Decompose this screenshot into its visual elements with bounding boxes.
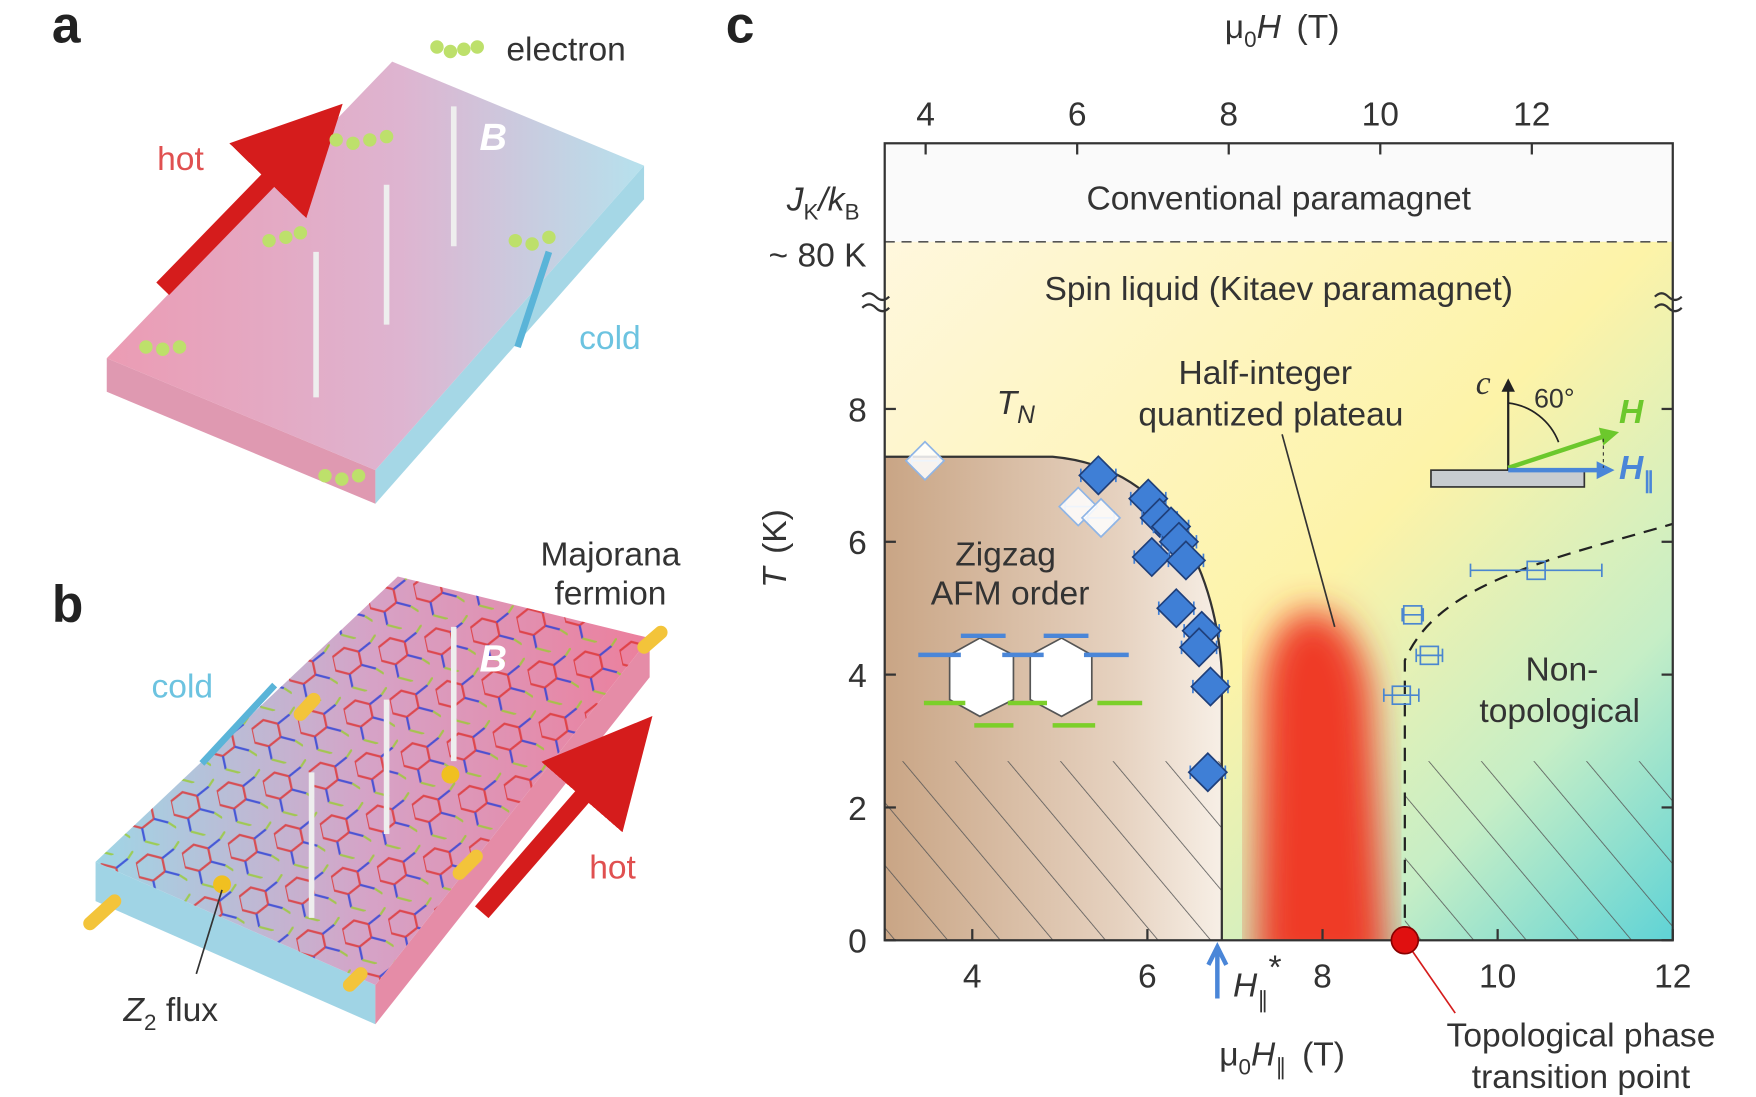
region-label: Spin liquid (Kitaev paramagnet) — [1044, 271, 1512, 308]
transition-label: Topological phase — [1447, 1018, 1716, 1055]
y-axis-label: T (K) — [757, 509, 794, 588]
label-part: J — [786, 181, 805, 218]
y-tick-label: 2 — [848, 791, 867, 828]
region-label: Conventional paramagnet — [1086, 180, 1471, 217]
label-part: B — [845, 199, 860, 224]
critical-field-label: H∥* — [1233, 949, 1282, 1012]
coupling-value: ~ 80 K — [769, 237, 868, 274]
x-tick-label: 4 — [963, 958, 982, 995]
transition-point — [1391, 927, 1418, 954]
label-part: μ — [1225, 9, 1244, 46]
majorana-label: fermion — [554, 575, 666, 612]
label-part: ∥ — [1257, 987, 1268, 1012]
label-part: H — [1251, 1037, 1276, 1074]
data-point — [1392, 686, 1410, 704]
flux-label: Z2 flux — [123, 992, 219, 1035]
label-part: H — [1233, 967, 1258, 1004]
majorana-label: Majorana — [540, 536, 680, 573]
x2-axis-label: μ0H (T) — [1225, 9, 1340, 52]
data-point — [1420, 646, 1438, 664]
panel-label: b — [52, 574, 83, 632]
x-tick-label: 12 — [1654, 958, 1691, 995]
hot-label: hot — [157, 141, 204, 178]
flux-part: flux — [157, 992, 219, 1029]
inset-label: H — [1619, 394, 1644, 431]
x2-tick-label: 6 — [1068, 96, 1087, 133]
transition-label: transition point — [1472, 1059, 1691, 1096]
region-label: quantized plateau — [1138, 396, 1403, 433]
flux-part: Z — [123, 992, 146, 1029]
y-tick-label: 0 — [848, 924, 867, 961]
electron-label: electron — [506, 31, 625, 68]
x2-tick-label: 8 — [1219, 96, 1238, 133]
field-label: B — [479, 639, 506, 681]
hatch-right — [1405, 761, 1673, 940]
x-tick-label: 10 — [1479, 958, 1516, 995]
cold-label: cold — [579, 320, 641, 357]
label-part: * — [1268, 949, 1281, 986]
label-part: 0 — [1244, 27, 1256, 52]
label-part: ∥ — [1275, 1055, 1286, 1080]
label-part: H — [1619, 450, 1644, 487]
x-tick-label: 6 — [1138, 958, 1157, 995]
label-part: ∥ — [1643, 468, 1654, 494]
field-label: B — [479, 117, 506, 159]
label-part: (T) — [1302, 1037, 1345, 1074]
x2-tick-label: 10 — [1362, 96, 1399, 133]
y-tick-label: 8 — [848, 392, 867, 429]
panel-b: b Majorana fermion cold hot B Z2 flux — [52, 536, 681, 1035]
label-part: N — [1017, 402, 1035, 429]
coupling-label: JK/kB — [786, 181, 860, 224]
figure: a electron hot cold B b Majorana fermion… — [0, 0, 1756, 1097]
label-part: H — [1257, 9, 1282, 46]
hatch-left — [885, 761, 1222, 940]
x2-tick-label: 4 — [916, 96, 935, 133]
x-axis-label: μ0H∥ (T) — [1219, 1037, 1345, 1080]
data-point — [1404, 606, 1422, 624]
region-label: Half-integer — [1179, 355, 1353, 392]
y-tick-label: 6 — [848, 525, 867, 562]
region-label: topological — [1479, 693, 1640, 730]
label-part: K — [804, 199, 819, 224]
panel-label: a — [52, 0, 81, 54]
hot-label: hot — [589, 850, 636, 887]
data-point — [1527, 561, 1545, 579]
panel-label: c — [726, 0, 755, 54]
flux-part: 2 — [144, 1010, 156, 1035]
inset-label: c — [1476, 365, 1491, 402]
label-part: 0 — [1239, 1055, 1251, 1080]
label-part: T — [757, 565, 794, 588]
panel-a: a electron hot cold B — [52, 0, 644, 504]
region-label: Zigzag — [955, 536, 1056, 573]
label-part: (T) — [1297, 9, 1340, 46]
inset-label: 60° — [1534, 383, 1575, 413]
y-tick-label: 4 — [848, 658, 867, 695]
panel-c: c μ0H(T) μ0H∥(T) T(K) JK/kB ~ 80 K Conve… — [726, 0, 1716, 1096]
label-part: /k — [816, 181, 846, 218]
label-part: (K) — [757, 509, 794, 554]
x-tick-label: 8 — [1313, 958, 1332, 995]
x2-tick-label: 12 — [1513, 96, 1550, 133]
region-label: AFM order — [931, 575, 1090, 612]
region-label: Non- — [1526, 652, 1599, 689]
cold-label: cold — [152, 668, 214, 705]
label-part: μ — [1219, 1037, 1238, 1074]
critical-field-arrow — [1208, 947, 1226, 998]
